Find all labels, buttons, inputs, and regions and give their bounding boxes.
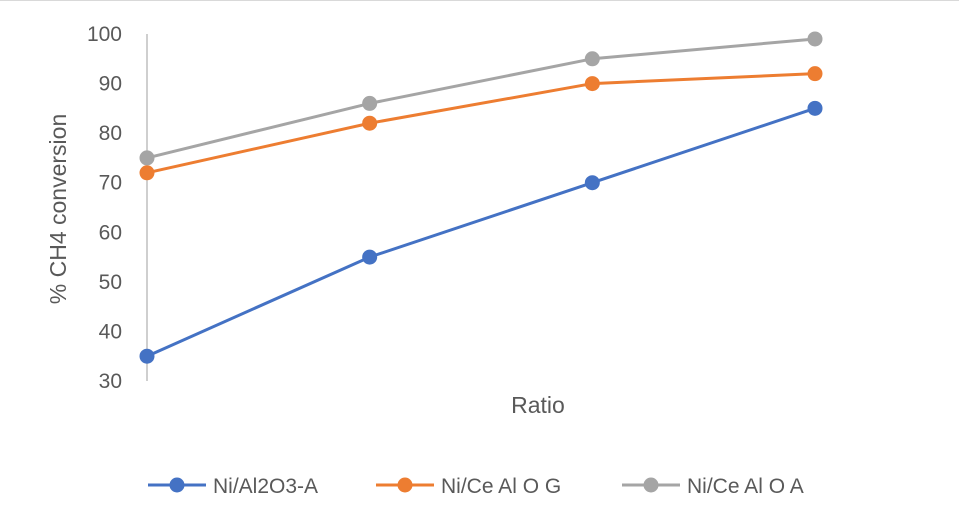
data-point	[362, 95, 378, 111]
data-point	[362, 249, 378, 265]
y-tick-label: 90	[99, 73, 122, 96]
data-point	[807, 100, 823, 116]
y-axis-title: % CH4 conversion	[45, 114, 71, 304]
legend: Ni/Al2O3-A Ni/Ce Al O G Ni/Ce Al O A	[148, 475, 804, 498]
series-3	[139, 31, 823, 166]
data-point	[139, 150, 155, 166]
y-tick-label: 80	[99, 122, 122, 145]
legend-marker	[643, 477, 659, 493]
legend-marker	[169, 477, 185, 493]
series-line	[145, 72, 817, 175]
series-line	[145, 106, 817, 358]
legend-label: Ni/Ce Al O G	[441, 475, 561, 498]
series-line	[145, 37, 817, 160]
legend-item: Ni/Ce Al O A	[622, 475, 804, 498]
x-axis-title: Ratio	[511, 392, 565, 418]
data-point	[139, 165, 155, 181]
series-1	[139, 100, 823, 364]
series-layer	[139, 31, 823, 364]
y-tick-label: 70	[99, 172, 122, 195]
data-point	[807, 31, 823, 47]
y-tick-label: 60	[99, 221, 122, 244]
data-point	[584, 175, 600, 191]
y-tick-label: 100	[87, 23, 122, 46]
legend-label: Ni/Ce Al O A	[687, 475, 804, 498]
y-tick-label: 50	[99, 271, 122, 294]
y-tick-labels: 30 40 50 60 70 80 90 100	[87, 23, 122, 393]
y-tick-label: 30	[99, 370, 122, 393]
legend-label: Ni/Al2O3-A	[213, 475, 318, 498]
data-point	[584, 76, 600, 92]
data-point	[584, 51, 600, 67]
data-point	[807, 66, 823, 82]
y-tick-label: 40	[99, 320, 122, 343]
series-2	[139, 66, 823, 181]
legend-marker	[397, 477, 413, 493]
legend-item: Ni/Ce Al O G	[376, 475, 561, 498]
data-point	[139, 348, 155, 364]
legend-item: Ni/Al2O3-A	[148, 475, 318, 498]
data-point	[362, 115, 378, 131]
